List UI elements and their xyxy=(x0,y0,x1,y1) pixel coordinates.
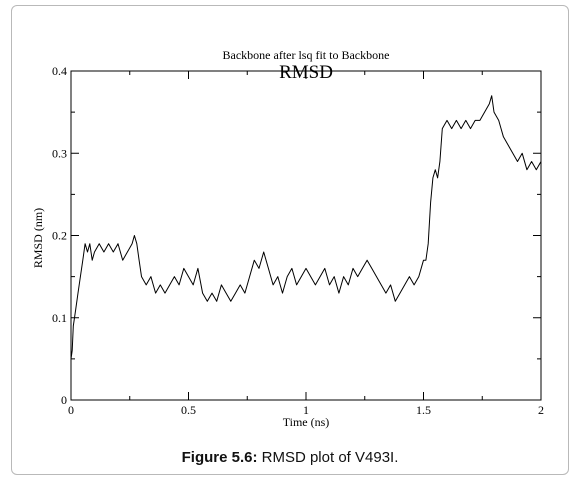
chart-subtitle: Backbone after lsq fit to Backbone xyxy=(223,48,390,62)
series-layer xyxy=(70,95,542,359)
caption-text: RMSD plot of V493I. xyxy=(257,449,399,466)
x-tick-label: 0.5 xyxy=(181,403,196,417)
y-tick-label: 0.2 xyxy=(52,229,67,243)
y-tick-label: 0.1 xyxy=(52,311,67,325)
y-tick-label: 0 xyxy=(61,393,67,407)
y-tick-label: 0.3 xyxy=(52,146,67,160)
figure-caption: Figure 5.6: RMSD plot of V493I. xyxy=(0,449,580,466)
figure-frame xyxy=(11,5,569,475)
x-tick-label: 1.5 xyxy=(416,403,431,417)
rmsd-series-line xyxy=(70,95,542,359)
x-tick-label: 1 xyxy=(303,403,309,417)
x-tick-label: 2 xyxy=(538,403,544,417)
x-axis-label: Time (ns) xyxy=(283,415,330,429)
y-axis-label: RMSD (nm) xyxy=(31,208,45,268)
caption-label: Figure 5.6: xyxy=(181,449,258,466)
x-tick-label: 0 xyxy=(68,403,74,417)
y-tick-label: 0.4 xyxy=(52,64,67,78)
rmsd-chart: RMSD Backbone after lsq fit to Backbone … xyxy=(31,48,544,429)
axis-ticks: 0 0.5 1 1.5 2 0 0.1 0.2 0.3 0.4 xyxy=(52,64,544,417)
plot-area xyxy=(70,70,542,401)
